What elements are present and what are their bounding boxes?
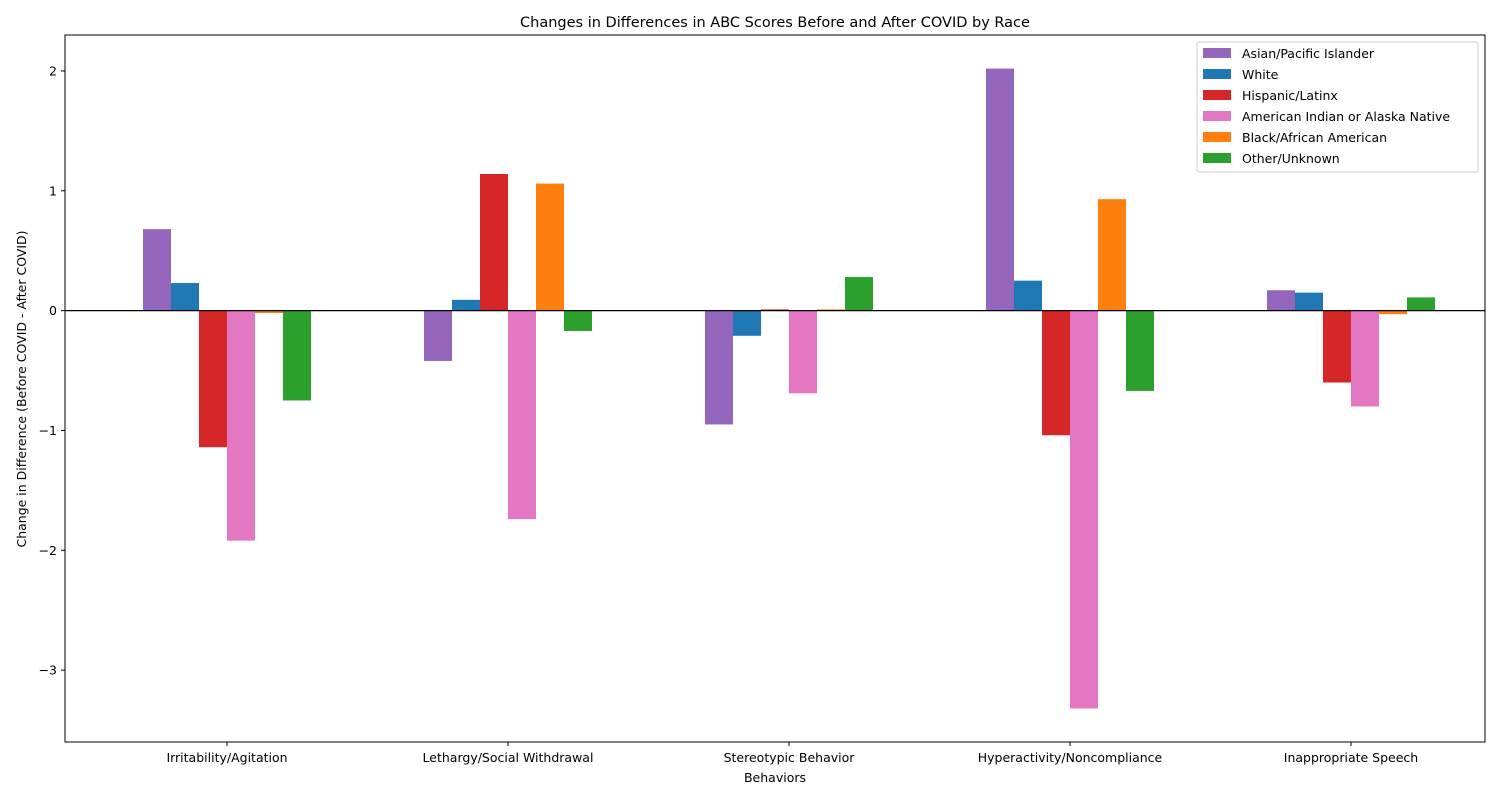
bar-hispanic-latinx-1 (480, 174, 508, 311)
bar-black-african-american-3 (1098, 199, 1126, 311)
legend-swatch (1203, 132, 1231, 142)
bar-asian-pacific-islander-1 (424, 310, 452, 361)
y-tick-label: −3 (39, 663, 57, 678)
bar-other-unknown-0 (283, 310, 311, 401)
legend: Asian/Pacific Islander White Hispanic/Lati… (1196, 41, 1479, 173)
legend-label: American Indian or Alaska Native (1242, 109, 1450, 124)
bar-hispanic-latinx-3 (1042, 310, 1070, 436)
legend-swatch (1203, 69, 1231, 79)
y-tick-label: 1 (49, 183, 57, 198)
bar-other-unknown-4 (1407, 297, 1435, 311)
x-tick-label: Inappropriate Speech (1284, 750, 1418, 765)
y-tick-label: −1 (39, 423, 57, 438)
legend-swatch (1203, 90, 1231, 100)
bar-black-african-american-1 (536, 183, 564, 311)
bar-hispanic-latinx-0 (199, 310, 227, 448)
bar-american-indian-or-alaska-native-3 (1070, 310, 1098, 709)
bar-white-2 (733, 310, 761, 336)
chart-title: Changes in Differences in ABC Scores Bef… (520, 15, 1030, 31)
bar-other-unknown-2 (845, 277, 873, 311)
y-axis-label: Change in Difference (Before COVID - Aft… (14, 230, 29, 547)
bar-white-1 (452, 299, 480, 311)
bar-asian-pacific-islander-0 (143, 229, 171, 311)
legend-swatch (1203, 153, 1231, 163)
bar-american-indian-or-alaska-native-1 (508, 310, 536, 520)
legend-label: Other/Unknown (1242, 151, 1340, 166)
bar-black-african-american-4 (1379, 310, 1407, 315)
bars-group (143, 68, 1435, 709)
bar-other-unknown-1 (564, 310, 592, 331)
bar-american-indian-or-alaska-native-4 (1351, 310, 1379, 407)
plot-frame (64, 34, 1486, 743)
x-tick-label: Stereotypic Behavior (724, 750, 856, 765)
legend-frame (1196, 41, 1479, 173)
legend-label: Black/African American (1242, 130, 1387, 145)
bar-american-indian-or-alaska-native-2 (789, 310, 817, 394)
bar-asian-pacific-islander-4 (1267, 290, 1295, 311)
bar-black-african-american-0 (255, 310, 283, 314)
bar-other-unknown-3 (1126, 310, 1154, 391)
x-tick-label: Lethargy/Social Withdrawal (423, 750, 594, 765)
bar-white-3 (1014, 280, 1042, 311)
legend-label: White (1242, 67, 1279, 82)
legend-swatch (1203, 48, 1231, 58)
bar-white-4 (1295, 292, 1323, 311)
y-tick-label: 0 (49, 303, 57, 318)
x-tick-label: Hyperactivity/Noncompliance (978, 750, 1163, 765)
bar-asian-pacific-islander-3 (986, 68, 1014, 311)
x-tick-label: Irritability/Agitation (166, 750, 287, 765)
y-tick-label: −2 (39, 543, 57, 558)
x-axis-label: Behaviors (744, 770, 806, 785)
y-tick-label: 2 (49, 63, 57, 78)
y-ticks-group: −3 −2 −1 0 1 2 (39, 63, 65, 678)
legend-swatch (1203, 111, 1231, 121)
legend-label: Hispanic/Latinx (1242, 88, 1338, 103)
legend-label: Asian/Pacific Islander (1242, 46, 1375, 61)
bar-asian-pacific-islander-2 (705, 310, 733, 425)
bar-white-0 (171, 283, 199, 311)
bar-hispanic-latinx-4 (1323, 310, 1351, 383)
bar-american-indian-or-alaska-native-0 (227, 310, 255, 541)
x-ticks-group: Irritability/Agitation Lethargy/Social Wi… (166, 742, 1418, 765)
